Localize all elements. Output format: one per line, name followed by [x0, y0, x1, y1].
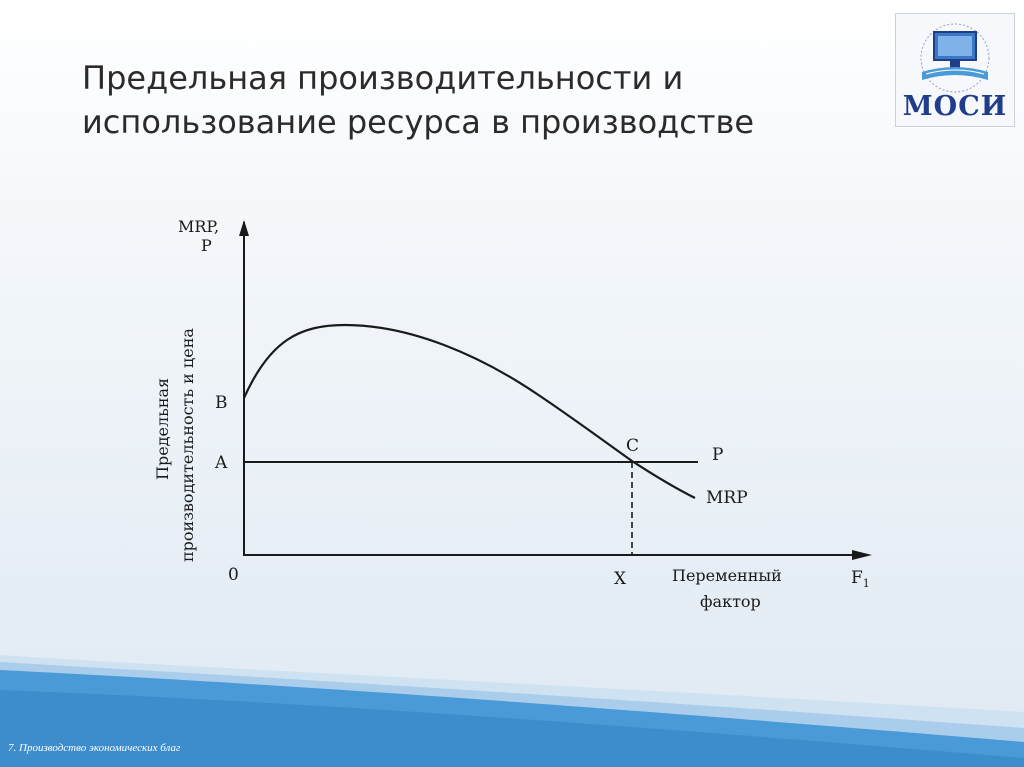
x-axis-symbol: F1	[851, 568, 870, 590]
x-axis-symbol-main: F	[851, 568, 863, 588]
y-axis-label-bottom: P	[201, 236, 212, 255]
x-axis-symbol-sub: 1	[863, 577, 870, 590]
y-axis-title-line-2: производительность и цена	[178, 328, 197, 562]
point-c-label: C	[626, 436, 639, 456]
slide-title-line-2: использование ресурса в производстве	[82, 103, 755, 141]
slide-title-line-1: Предельная производительности и	[82, 59, 684, 97]
mrp-curve-label: MRP	[706, 488, 748, 508]
x-axis-arrow-icon	[852, 550, 872, 560]
point-a-label: A	[214, 453, 228, 473]
price-line-label: P	[712, 445, 723, 465]
origin-label: 0	[228, 565, 239, 585]
point-b-label: B	[215, 393, 228, 413]
logo: МОСИ	[895, 13, 1015, 127]
slide-footer: 7. Производство экономических благ	[8, 742, 181, 754]
slide-title: Предельная производительности и использо…	[82, 56, 862, 144]
point-x-label: X	[614, 569, 627, 589]
y-axis-title-line-1: Предельная	[153, 378, 172, 480]
logo-text: МОСИ	[902, 91, 1008, 122]
y-axis-arrow-icon	[239, 220, 249, 236]
x-axis-title-line-2: фактор	[700, 592, 761, 611]
computer-book-icon	[920, 23, 990, 93]
x-axis-title-line-1: Переменный	[672, 566, 782, 585]
y-axis-label-top: MRP,	[178, 217, 219, 236]
mrp-curve	[242, 323, 696, 499]
